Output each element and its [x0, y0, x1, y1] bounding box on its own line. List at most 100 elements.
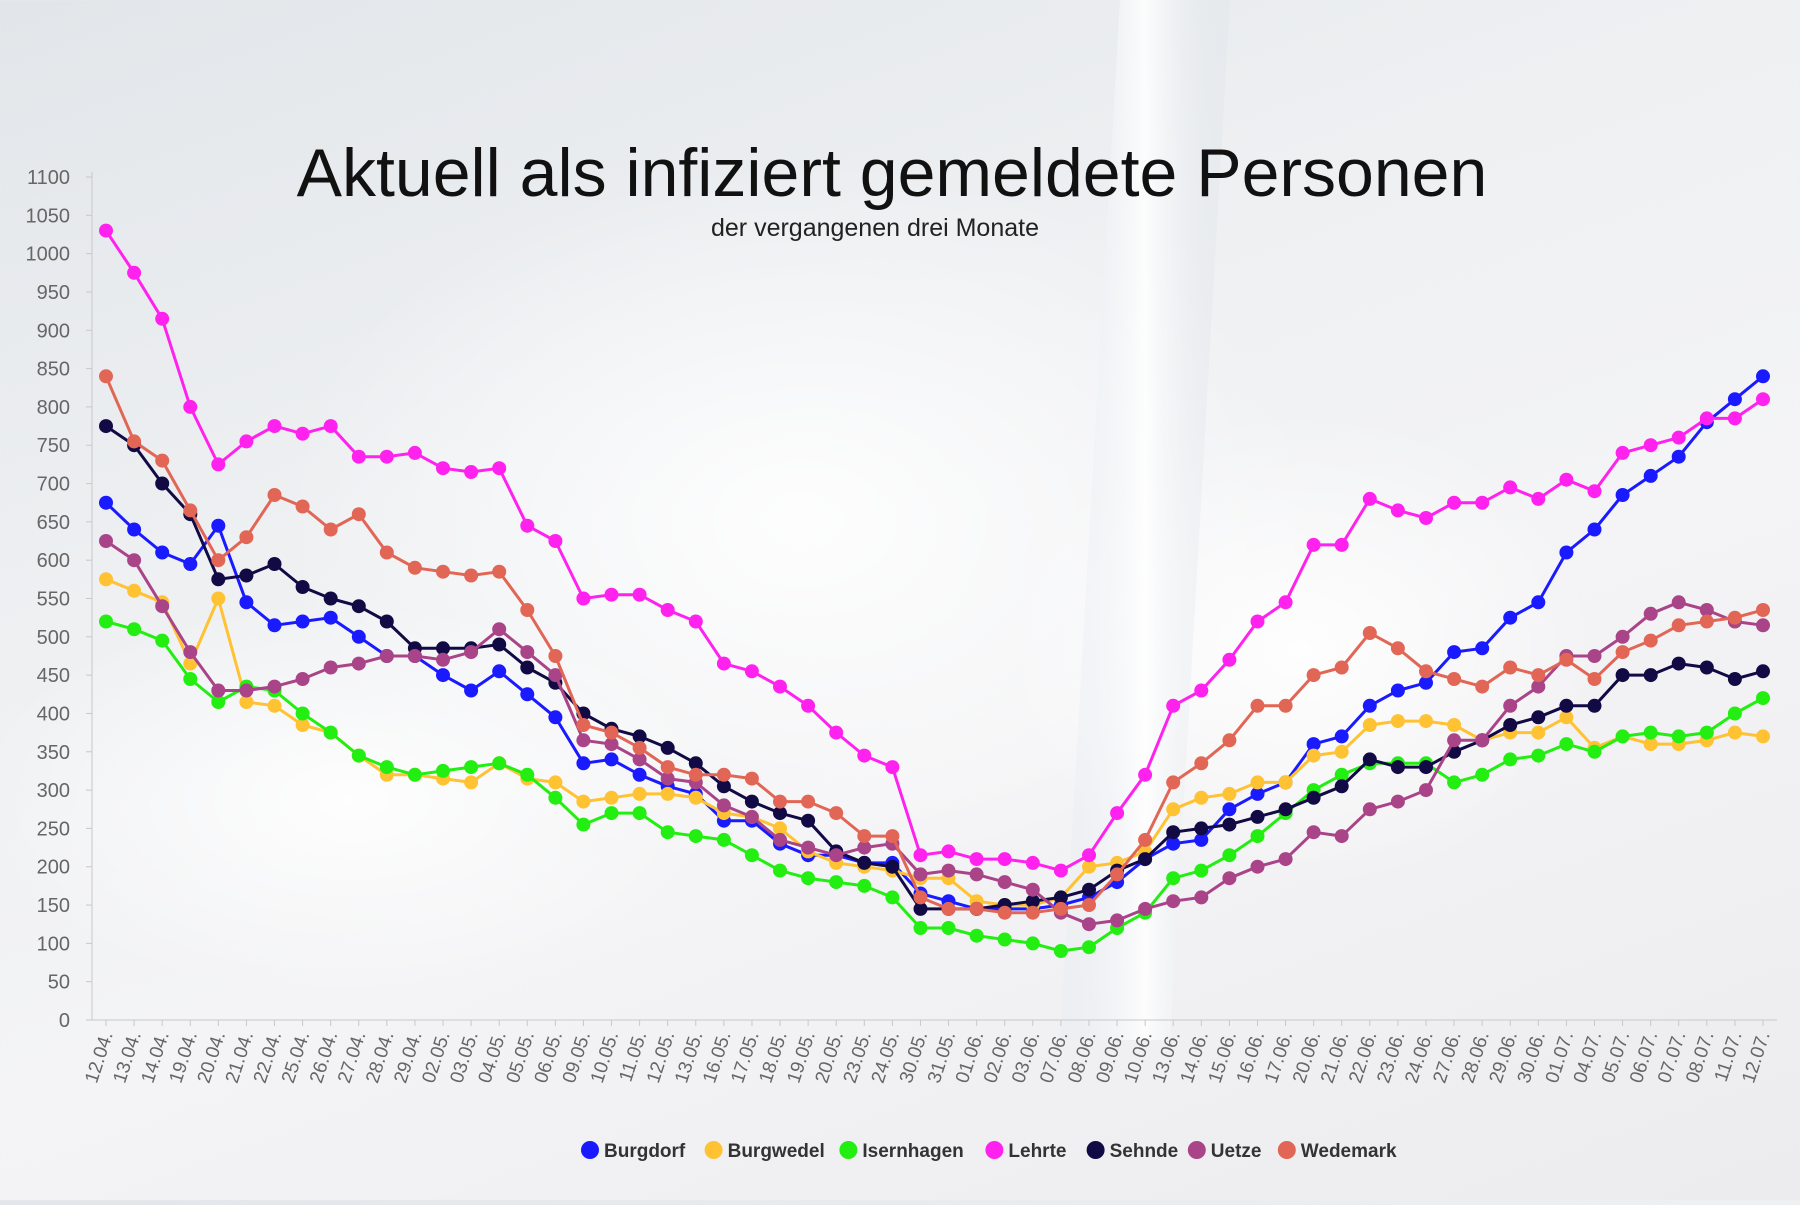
data-point[interactable] [885, 890, 900, 905]
data-point[interactable] [604, 806, 619, 821]
data-point[interactable] [1278, 802, 1293, 817]
data-point[interactable] [1334, 729, 1349, 744]
data-point[interactable] [576, 733, 591, 748]
legend-item-burgwedel[interactable]: Burgwedel [704, 1141, 825, 1162]
data-point[interactable] [1194, 790, 1209, 805]
data-point[interactable] [1222, 871, 1237, 886]
data-point[interactable] [1250, 809, 1265, 824]
data-point[interactable] [716, 832, 731, 847]
data-point[interactable] [295, 499, 310, 514]
data-point[interactable] [127, 622, 142, 637]
data-point[interactable] [1138, 901, 1153, 916]
data-point[interactable] [183, 399, 198, 414]
data-point[interactable] [941, 921, 956, 935]
data-point[interactable] [1447, 645, 1462, 660]
data-point[interactable] [1082, 882, 1096, 897]
data-point[interactable] [857, 829, 872, 844]
data-point[interactable] [1222, 817, 1237, 832]
data-point[interactable] [1615, 645, 1630, 660]
data-point[interactable] [801, 840, 816, 855]
data-point[interactable] [1699, 660, 1714, 675]
data-point[interactable] [211, 572, 226, 587]
data-point[interactable] [99, 534, 113, 548]
data-point[interactable] [1727, 706, 1742, 721]
data-point[interactable] [548, 790, 563, 805]
data-point[interactable] [969, 852, 984, 867]
data-point[interactable] [1278, 595, 1293, 610]
data-point[interactable] [464, 683, 479, 698]
data-point[interactable] [464, 465, 479, 479]
legend-item-burgdorf[interactable]: Burgdorf [581, 1141, 686, 1162]
data-point[interactable] [716, 779, 731, 794]
data-point[interactable] [295, 672, 310, 686]
data-point[interactable] [1643, 633, 1658, 648]
data-point[interactable] [1053, 863, 1068, 878]
data-point[interactable] [1390, 503, 1405, 518]
data-point[interactable] [1166, 894, 1181, 909]
data-point[interactable] [1643, 725, 1658, 740]
data-point[interactable] [407, 445, 422, 460]
data-point[interactable] [1362, 491, 1377, 506]
data-point[interactable] [660, 786, 675, 801]
data-point[interactable] [464, 568, 479, 583]
data-point[interactable] [1615, 729, 1630, 744]
data-point[interactable] [407, 767, 422, 782]
data-point[interactable] [941, 901, 956, 916]
data-point[interactable] [1503, 480, 1518, 495]
data-point[interactable] [1250, 829, 1265, 844]
data-point[interactable] [688, 756, 703, 771]
data-point[interactable] [295, 426, 310, 441]
data-point[interactable] [1278, 698, 1293, 713]
data-point[interactable] [1362, 752, 1377, 767]
data-point[interactable] [99, 614, 113, 629]
data-point[interactable] [1615, 668, 1630, 683]
data-point[interactable] [1194, 863, 1209, 878]
data-point[interactable] [127, 265, 142, 280]
data-point[interactable] [801, 871, 816, 886]
data-point[interactable] [1362, 718, 1377, 732]
data-point[interactable] [1756, 664, 1770, 679]
data-point[interactable] [1390, 714, 1405, 729]
data-point[interactable] [99, 495, 113, 510]
data-point[interactable] [576, 591, 591, 606]
data-point[interactable] [829, 875, 844, 890]
data-point[interactable] [127, 553, 142, 568]
data-point[interactable] [1671, 618, 1686, 633]
data-point[interactable] [436, 461, 450, 476]
data-point[interactable] [744, 809, 759, 824]
data-point[interactable] [548, 710, 563, 725]
data-point[interactable] [632, 786, 647, 801]
data-point[interactable] [1222, 786, 1237, 801]
data-point[interactable] [1699, 725, 1714, 740]
data-point[interactable] [1194, 832, 1209, 847]
data-point[interactable] [1727, 392, 1742, 407]
data-point[interactable] [155, 545, 170, 560]
data-point[interactable] [1306, 737, 1321, 752]
data-point[interactable] [1671, 430, 1686, 445]
data-point[interactable] [913, 921, 928, 935]
data-point[interactable] [1082, 917, 1096, 932]
data-point[interactable] [1503, 752, 1518, 767]
data-point[interactable] [660, 740, 675, 755]
data-point[interactable] [464, 645, 479, 660]
data-point[interactable] [548, 775, 563, 790]
data-point[interactable] [295, 706, 310, 721]
data-point[interactable] [1671, 595, 1686, 610]
data-point[interactable] [1587, 672, 1602, 686]
data-point[interactable] [1362, 626, 1377, 640]
data-point[interactable] [1447, 672, 1462, 686]
data-point[interactable] [1559, 710, 1574, 725]
data-point[interactable] [857, 840, 872, 855]
data-point[interactable] [1334, 829, 1349, 844]
data-point[interactable] [239, 568, 254, 583]
data-point[interactable] [548, 668, 563, 683]
data-point[interactable] [1306, 825, 1321, 840]
data-point[interactable] [183, 645, 198, 660]
data-point[interactable] [1166, 825, 1181, 840]
data-point[interactable] [773, 863, 787, 878]
data-point[interactable] [1138, 852, 1153, 867]
data-point[interactable] [211, 591, 226, 606]
data-point[interactable] [969, 901, 984, 916]
data-point[interactable] [1250, 614, 1265, 629]
data-point[interactable] [604, 725, 619, 740]
